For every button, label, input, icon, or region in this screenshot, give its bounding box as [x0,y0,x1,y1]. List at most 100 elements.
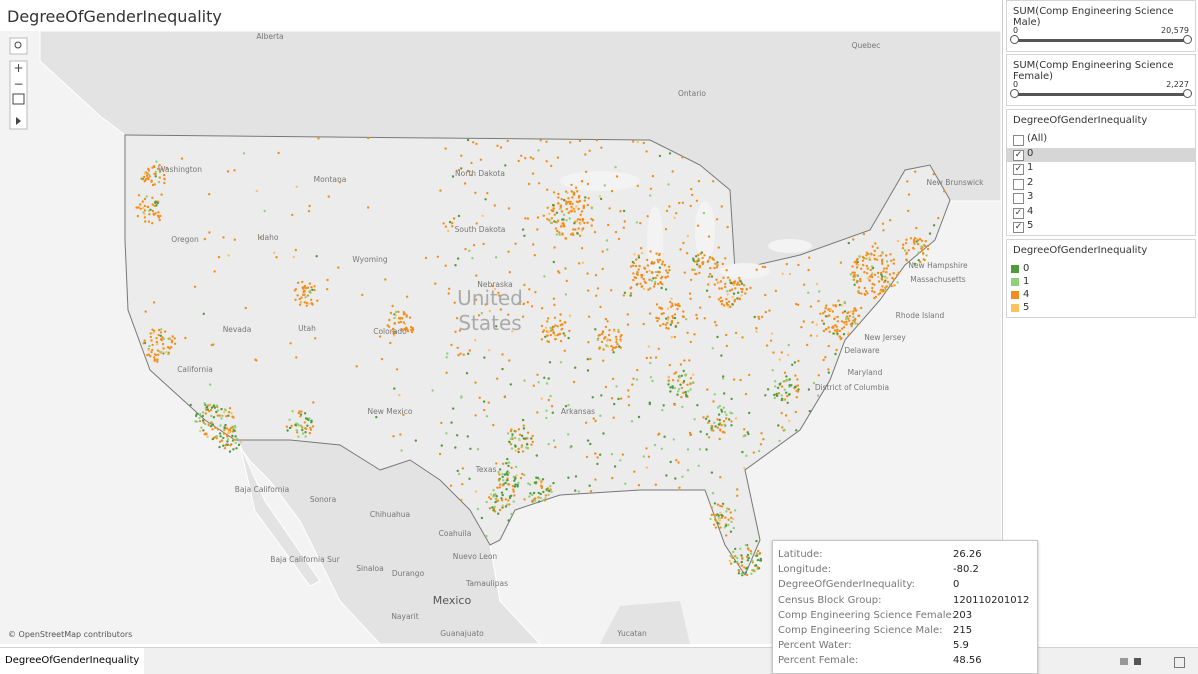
search-icon [14,41,22,49]
map-dot [289,342,292,345]
map-dot [501,475,504,479]
zoom-out-icon[interactable]: − [13,77,23,91]
checklist-item[interactable]: ✓ 1 [1007,162,1195,176]
map-dot [883,275,887,278]
map-dot [212,404,216,407]
map-dot [720,408,723,411]
map-dot [849,273,853,276]
map-dot [549,394,552,398]
map-dot [703,317,706,320]
map-dot [228,450,232,453]
checklist-item[interactable]: 3 [1007,191,1195,205]
expand-icon[interactable] [16,117,21,125]
map-dot [708,273,712,276]
zoom-toolbar[interactable] [9,60,28,130]
map-dot [521,418,525,422]
map-dot [632,264,635,267]
sheet-tab[interactable]: DegreeOfGenderInequality [0,648,145,674]
map-dot [689,340,692,344]
map-dot [734,331,738,335]
map-dot [553,246,556,249]
reset-icon[interactable] [12,93,25,105]
map-dot [730,516,733,520]
map-dot [732,281,735,284]
map-dot [682,391,685,395]
view-icon[interactable] [1134,658,1141,665]
map-dot [882,270,885,273]
map-dot [457,214,461,218]
map-dot [301,280,304,284]
view-icon[interactable] [1120,658,1128,665]
range-filter[interactable]: SUM(Comp Engineering Science Female) 0 2,2… [1006,54,1196,106]
map-dot [855,274,858,277]
map-dot [656,319,659,323]
zoom-in-icon[interactable]: + [13,61,23,75]
map-dot [669,390,672,393]
checkbox[interactable] [1013,135,1024,146]
map-dot [845,316,848,319]
checkbox[interactable]: ✓ [1013,207,1024,219]
map-dot [720,205,723,208]
map-dot [306,294,309,297]
range-filter[interactable]: SUM(Comp Engineering Science Male) 0 20,57… [1006,0,1196,52]
map-dot [503,473,507,476]
checkbox[interactable]: ✓ [1013,222,1024,233]
map-dot [740,294,743,297]
map-dot [535,454,538,457]
map-dot [530,305,534,308]
map-dot [670,321,674,325]
map-dot [209,383,212,386]
map-dot [166,346,170,349]
map-dot [637,268,640,271]
checklist-item[interactable]: ✓ 0 [1007,147,1195,162]
map-dot [560,210,564,213]
slider-thumb[interactable] [1183,89,1192,98]
map-dot [218,440,222,443]
map-dot [310,302,313,305]
map-dot [877,293,880,296]
map-dot [498,508,502,512]
checkbox[interactable] [1013,193,1024,204]
map-dot [474,490,478,493]
map-dot [679,383,682,386]
checkbox[interactable]: ✓ [1013,164,1024,175]
map-dot [553,213,556,216]
map-dot [860,306,863,310]
checklist-panel[interactable]: DegreeOfGenderInequality (All) ✓ 0 ✓ 1 2 3 ✓ 4 ✓ 5 [1006,109,1196,236]
map-dot [773,393,776,397]
map-label: Rhode Island [896,311,945,320]
map-dot [873,258,877,261]
lake [768,239,812,253]
map-dot [907,209,910,213]
map-dot [302,290,305,294]
map-dot [561,323,564,326]
grid-icon[interactable] [1174,657,1185,668]
map-dot [676,307,679,311]
checklist-item[interactable]: (All) [1007,133,1195,147]
map-dot [827,326,830,329]
map-dot [480,516,484,520]
checkbox[interactable] [1013,178,1024,190]
map-dot [226,170,230,173]
map-dot [879,254,883,257]
slider-thumb[interactable] [1010,89,1019,98]
map-dot [513,485,517,488]
map-controls[interactable]: + − [9,37,28,130]
slider-thumb[interactable] [1010,35,1019,44]
map-dot [467,352,470,355]
checklist-item[interactable]: 2 [1007,177,1195,191]
map-dot [676,393,679,396]
search-button[interactable] [9,37,28,55]
map-dot [907,249,910,252]
checklist-item[interactable]: ✓ 5 [1007,220,1195,234]
checklist-item[interactable]: ✓ 4 [1007,206,1195,220]
map-dot [588,149,591,152]
map-dot [865,264,868,268]
map-dot [732,550,735,554]
checkbox[interactable]: ✓ [1013,149,1024,161]
slider-thumb[interactable] [1183,35,1192,44]
map-dot [892,272,895,275]
map-dot [406,328,409,331]
attribution: © OpenStreetMap contributors [8,630,132,639]
